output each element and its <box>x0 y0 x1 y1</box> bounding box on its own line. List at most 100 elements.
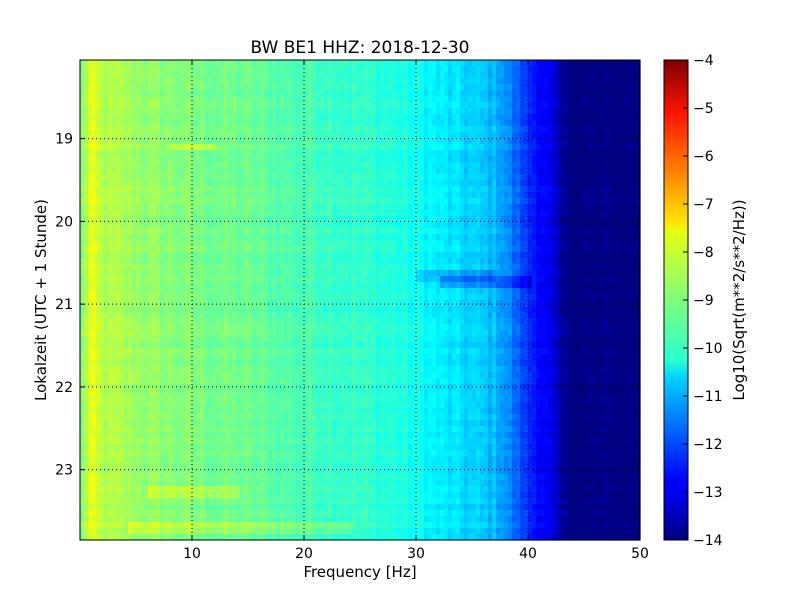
heatmap-cell <box>220 90 225 97</box>
heatmap-cell <box>196 270 201 277</box>
heatmap-cell <box>184 234 189 241</box>
heatmap-cell <box>276 78 281 85</box>
heatmap-cell <box>80 108 85 115</box>
heatmap-cell <box>540 102 545 109</box>
heatmap-cell <box>104 102 109 109</box>
heatmap-cell <box>564 162 569 169</box>
heatmap-cell <box>552 174 557 181</box>
heatmap-cell <box>392 156 397 163</box>
heatmap-cell <box>196 90 201 97</box>
heatmap-cell <box>392 234 397 241</box>
heatmap-cell <box>364 162 369 169</box>
heatmap-cell <box>328 192 333 199</box>
heatmap-cell <box>276 144 281 151</box>
heatmap-cell <box>200 210 205 217</box>
heatmap-cell <box>328 264 333 271</box>
heatmap-cell <box>256 192 261 199</box>
heatmap-cell <box>400 78 405 85</box>
heatmap-cell <box>380 204 385 211</box>
heatmap-cell <box>272 78 277 85</box>
heatmap-cell <box>580 234 585 241</box>
heatmap-cell <box>444 192 449 199</box>
heatmap-cell <box>544 108 549 115</box>
heatmap-cell <box>404 132 409 139</box>
heatmap-cell <box>164 60 169 67</box>
heatmap-cell <box>216 90 221 97</box>
heatmap-cell <box>536 222 541 229</box>
heatmap-cell <box>340 144 345 151</box>
heatmap-cell <box>132 198 137 205</box>
heatmap-cell <box>180 72 185 79</box>
heatmap-cell <box>408 120 413 127</box>
heatmap-cell <box>164 120 169 127</box>
heatmap-cell <box>388 66 393 73</box>
heatmap-cell <box>496 162 501 169</box>
heatmap-cell <box>288 144 293 151</box>
heatmap-cell <box>620 246 625 253</box>
heatmap-cell <box>608 144 613 151</box>
heatmap-cell <box>260 210 265 217</box>
heatmap-cell <box>340 198 345 205</box>
heatmap-cell <box>576 246 581 253</box>
heatmap-cell <box>252 108 257 115</box>
heatmap-cell <box>288 204 293 211</box>
heatmap-cell <box>284 114 289 121</box>
heatmap-cell <box>192 144 197 151</box>
heatmap-cell <box>480 180 485 187</box>
heatmap-cell <box>500 90 505 97</box>
heatmap-cell <box>516 264 521 271</box>
heatmap-cell <box>616 258 621 265</box>
heatmap-cell <box>88 222 93 229</box>
heatmap-cell <box>384 60 389 67</box>
heatmap-cell <box>576 90 581 97</box>
heatmap-cell <box>368 186 373 193</box>
heatmap-cell <box>588 60 593 67</box>
heatmap-cell <box>512 174 517 181</box>
heatmap-cell <box>88 174 93 181</box>
heatmap-cell <box>540 264 545 271</box>
heatmap-cell <box>320 186 325 193</box>
heatmap-cell <box>252 96 257 103</box>
heatmap-cell <box>432 174 437 181</box>
heatmap-cell <box>396 198 401 205</box>
heatmap-cell <box>400 168 405 175</box>
heatmap-cell <box>616 60 621 67</box>
heatmap-cell <box>576 72 581 79</box>
heatmap-cell <box>136 144 141 151</box>
heatmap-cell <box>576 264 581 271</box>
heatmap-cell <box>160 114 165 121</box>
heatmap-cell <box>344 204 349 211</box>
heatmap-cell <box>228 174 233 181</box>
heatmap-cell <box>548 198 553 205</box>
heatmap-cell <box>260 186 265 193</box>
heatmap-cell <box>272 114 277 121</box>
heatmap-cell <box>380 96 385 103</box>
heatmap-cell <box>456 234 461 241</box>
heatmap-cell <box>96 204 101 211</box>
heatmap-cell <box>260 84 265 91</box>
heatmap-cell <box>328 66 333 73</box>
heatmap-cell <box>384 222 389 229</box>
heatmap-cell <box>424 144 429 151</box>
heatmap-cell <box>344 132 349 139</box>
heatmap-cell <box>144 246 149 253</box>
heatmap-cell <box>632 186 637 193</box>
heatmap-cell <box>516 168 521 175</box>
heatmap-cell <box>148 186 153 193</box>
heatmap-cell <box>556 84 561 91</box>
heatmap-cell <box>168 270 173 277</box>
heatmap-cell <box>524 78 529 85</box>
heatmap-cell <box>84 120 89 127</box>
heatmap-cell <box>268 168 273 175</box>
heatmap-cell <box>460 240 465 247</box>
heatmap-cell <box>144 270 149 277</box>
heatmap-cell <box>396 126 401 133</box>
heatmap-cell <box>340 114 345 121</box>
heatmap-cell <box>404 84 409 91</box>
heatmap-cell <box>516 162 521 169</box>
heatmap-cell <box>580 114 585 121</box>
heatmap-cell <box>132 180 137 187</box>
heatmap-cell <box>160 228 165 235</box>
heatmap-cell <box>356 126 361 133</box>
heatmap-cell <box>212 78 217 85</box>
